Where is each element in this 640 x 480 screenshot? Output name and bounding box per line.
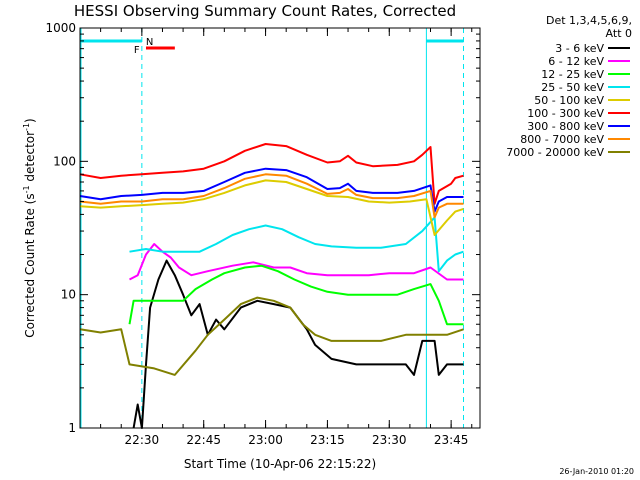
legend-header-line1: Det 1,3,4,5,6,9, xyxy=(546,14,632,27)
x-tick-label: 23:30 xyxy=(372,433,407,447)
legend-label: 7000 - 20000 keV xyxy=(506,146,604,159)
plot-frame xyxy=(79,27,481,429)
series-line-5 xyxy=(79,143,464,205)
series-line-7 xyxy=(79,173,464,219)
x-tick-label: 23:45 xyxy=(434,433,469,447)
legend-label: 100 - 300 keV xyxy=(527,107,604,120)
x-tick-label: 23:00 xyxy=(248,433,283,447)
series-line-1 xyxy=(129,243,464,281)
y-axis-label: Corrected Count Rate (s-1 detector-1) xyxy=(22,118,37,337)
legend-label: 800 - 7000 keV xyxy=(520,133,604,146)
flag-label-f: F xyxy=(134,45,140,56)
series-line-0 xyxy=(132,259,464,429)
y-axis-label-sup1: -1 xyxy=(22,185,31,193)
y-axis-label-mid: detector xyxy=(23,131,37,186)
legend-label: 12 - 25 keV xyxy=(541,68,604,81)
footer-timestamp: 26-Jan-2010 01:20 xyxy=(559,467,634,476)
legend-label: 3 - 6 keV xyxy=(555,42,604,55)
y-axis-label-end: ) xyxy=(23,118,37,123)
y-tick-label: 10 xyxy=(61,288,76,302)
x-axis-label: Start Time (10-Apr-06 22:15:22) xyxy=(184,457,376,471)
series-line-2 xyxy=(128,264,464,326)
flag-label-n: N xyxy=(146,37,153,48)
legend-label: 6 - 12 keV xyxy=(548,55,604,68)
y-axis-label-sup2: -1 xyxy=(22,123,31,131)
x-tick-label: 23:15 xyxy=(310,433,345,447)
y-tick-label: 100 xyxy=(53,154,76,168)
flag-layer: NF xyxy=(80,37,464,56)
x-tick-label: 22:30 xyxy=(125,433,160,447)
series-line-3 xyxy=(129,216,464,273)
series-line-4 xyxy=(79,179,464,236)
y-tick-label: 1 xyxy=(68,421,76,435)
series-line-6 xyxy=(79,167,464,213)
y-axis-label-main: Corrected Count Rate (s xyxy=(23,193,37,337)
chart-title: HESSI Observing Summary Count Rates, Cor… xyxy=(74,2,456,20)
series-layer xyxy=(79,143,464,429)
axes: 1 10 100 1000 22:30 22:45 23:00 23:15 23:30 23:45 xyxy=(45,21,481,447)
legend-header-line2: Att 0 xyxy=(606,27,632,40)
series-line-8 xyxy=(79,296,464,376)
y-tick-label: 1000 xyxy=(45,21,76,35)
x-tick-label: 22:45 xyxy=(186,433,221,447)
legend-label: 25 - 50 keV xyxy=(541,81,604,94)
legend-label: 50 - 100 keV xyxy=(534,94,604,107)
legend-label: 300 - 800 keV xyxy=(527,120,604,133)
